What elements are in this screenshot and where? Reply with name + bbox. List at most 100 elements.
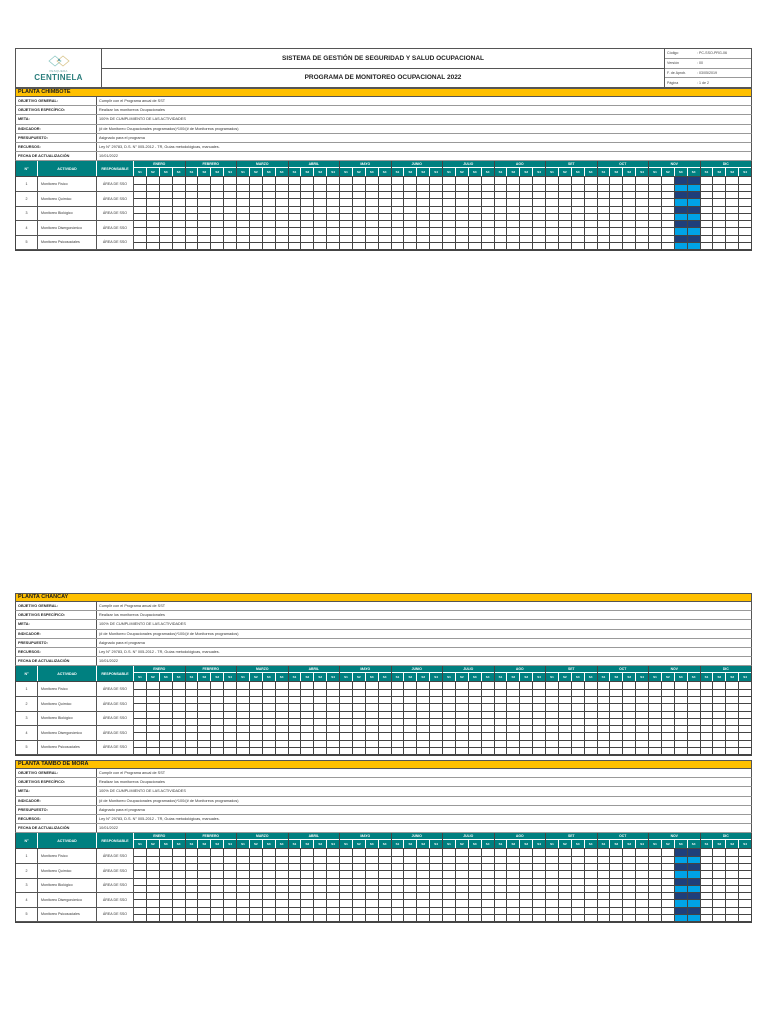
schedule-cell-executed[interactable]: [533, 199, 545, 207]
schedule-cell-programmed[interactable]: [636, 235, 648, 243]
schedule-cell-programmed[interactable]: [713, 711, 726, 719]
schedule-cell-programmed[interactable]: [327, 191, 339, 200]
schedule-cell-programmed[interactable]: [391, 682, 404, 690]
schedule-cell-programmed[interactable]: [352, 740, 365, 748]
schedule-cell-executed[interactable]: [159, 733, 172, 741]
schedule-cell-programmed[interactable]: [237, 206, 249, 214]
schedule-cell-executed[interactable]: [249, 199, 262, 207]
schedule-cell-executed[interactable]: [558, 242, 571, 251]
schedule-cell-executed[interactable]: [352, 856, 365, 864]
schedule-cell-programmed[interactable]: [507, 740, 520, 748]
schedule-cell-executed[interactable]: [597, 856, 610, 864]
schedule-cell-executed[interactable]: [558, 184, 571, 192]
schedule-cell-programmed[interactable]: [700, 191, 713, 200]
schedule-cell-executed[interactable]: [249, 856, 262, 864]
schedule-cell-programmed[interactable]: [520, 696, 533, 705]
schedule-cell-programmed[interactable]: [507, 893, 520, 901]
schedule-cell-programmed[interactable]: [507, 221, 520, 229]
schedule-cell-programmed[interactable]: [597, 235, 610, 243]
schedule-cell-executed[interactable]: [713, 914, 726, 923]
schedule-cell-programmed[interactable]: [739, 740, 751, 748]
schedule-cell-executed[interactable]: [365, 228, 378, 236]
schedule-cell-programmed[interactable]: [533, 682, 545, 690]
schedule-cell-programmed[interactable]: [700, 740, 713, 748]
schedule-cell-executed[interactable]: [430, 856, 442, 864]
schedule-cell-programmed[interactable]: [249, 191, 262, 200]
schedule-cell-programmed[interactable]: [237, 878, 249, 886]
schedule-cell-programmed[interactable]: [352, 893, 365, 901]
schedule-cell-executed[interactable]: [185, 689, 198, 697]
schedule-cell-programmed[interactable]: [314, 726, 327, 734]
schedule-cell-executed[interactable]: [674, 718, 687, 727]
schedule-cell-programmed[interactable]: [288, 206, 301, 214]
schedule-cell-executed[interactable]: [443, 213, 455, 222]
schedule-cell-programmed[interactable]: [546, 221, 558, 229]
schedule-cell-programmed[interactable]: [481, 878, 494, 886]
schedule-cell-executed[interactable]: [327, 199, 339, 207]
schedule-cell-programmed[interactable]: [468, 849, 481, 857]
schedule-cell-programmed[interactable]: [520, 878, 533, 886]
schedule-cell-programmed[interactable]: [237, 863, 249, 872]
schedule-cell-executed[interactable]: [700, 733, 713, 741]
schedule-cell-executed[interactable]: [327, 871, 339, 879]
schedule-cell-programmed[interactable]: [159, 191, 172, 200]
schedule-cell-programmed[interactable]: [301, 893, 314, 901]
schedule-cell-programmed[interactable]: [365, 711, 378, 719]
schedule-cell-executed[interactable]: [713, 856, 726, 864]
schedule-cell-executed[interactable]: [159, 184, 172, 192]
schedule-cell-executed[interactable]: [584, 747, 597, 756]
schedule-cell-programmed[interactable]: [520, 726, 533, 734]
schedule-cell-executed[interactable]: [146, 689, 159, 697]
schedule-cell-executed[interactable]: [610, 184, 623, 192]
schedule-cell-executed[interactable]: [468, 856, 481, 864]
schedule-cell-programmed[interactable]: [159, 726, 172, 734]
schedule-cell-executed[interactable]: [430, 900, 442, 908]
schedule-cell-executed[interactable]: [249, 213, 262, 222]
schedule-cell-programmed[interactable]: [391, 177, 404, 185]
schedule-cell-programmed[interactable]: [533, 235, 545, 243]
schedule-cell-executed[interactable]: [262, 871, 275, 879]
schedule-cell-executed[interactable]: [211, 885, 224, 894]
schedule-cell-programmed[interactable]: [661, 849, 674, 857]
schedule-cell-programmed[interactable]: [237, 177, 249, 185]
schedule-cell-programmed[interactable]: [314, 206, 327, 214]
schedule-cell-executed[interactable]: [378, 885, 391, 894]
schedule-cell-executed[interactable]: [237, 199, 249, 207]
schedule-cell-programmed[interactable]: [185, 235, 198, 243]
schedule-cell-programmed[interactable]: [597, 682, 610, 690]
schedule-cell-executed[interactable]: [378, 871, 391, 879]
schedule-cell-programmed[interactable]: [224, 696, 236, 705]
schedule-cell-executed[interactable]: [198, 199, 211, 207]
schedule-cell-programmed[interactable]: [198, 878, 211, 886]
schedule-cell-executed[interactable]: [571, 704, 584, 712]
schedule-cell-programmed[interactable]: [340, 878, 352, 886]
schedule-cell-programmed[interactable]: [649, 893, 661, 901]
schedule-cell-programmed[interactable]: [687, 740, 700, 748]
schedule-cell-executed[interactable]: [546, 747, 558, 756]
schedule-cell-programmed[interactable]: [739, 878, 751, 886]
schedule-cell-executed[interactable]: [262, 213, 275, 222]
schedule-cell-programmed[interactable]: [159, 206, 172, 214]
schedule-cell-programmed[interactable]: [636, 849, 648, 857]
schedule-cell-programmed[interactable]: [378, 711, 391, 719]
schedule-cell-executed[interactable]: [430, 689, 442, 697]
schedule-cell-executed[interactable]: [661, 704, 674, 712]
schedule-cell-executed[interactable]: [726, 900, 739, 908]
schedule-cell-executed[interactable]: [687, 213, 700, 222]
schedule-cell-executed[interactable]: [275, 228, 288, 236]
schedule-cell-programmed[interactable]: [713, 878, 726, 886]
schedule-cell-executed[interactable]: [378, 856, 391, 864]
schedule-cell-programmed[interactable]: [172, 711, 185, 719]
schedule-cell-executed[interactable]: [134, 871, 146, 879]
schedule-cell-executed[interactable]: [443, 871, 455, 879]
schedule-cell-programmed[interactable]: [430, 191, 442, 200]
schedule-cell-executed[interactable]: [649, 856, 661, 864]
schedule-cell-executed[interactable]: [301, 871, 314, 879]
schedule-cell-programmed[interactable]: [726, 711, 739, 719]
schedule-cell-executed[interactable]: [262, 199, 275, 207]
schedule-cell-executed[interactable]: [597, 228, 610, 236]
schedule-cell-executed[interactable]: [649, 184, 661, 192]
schedule-cell-programmed[interactable]: [146, 235, 159, 243]
schedule-cell-executed[interactable]: [558, 213, 571, 222]
schedule-cell-programmed[interactable]: [301, 235, 314, 243]
